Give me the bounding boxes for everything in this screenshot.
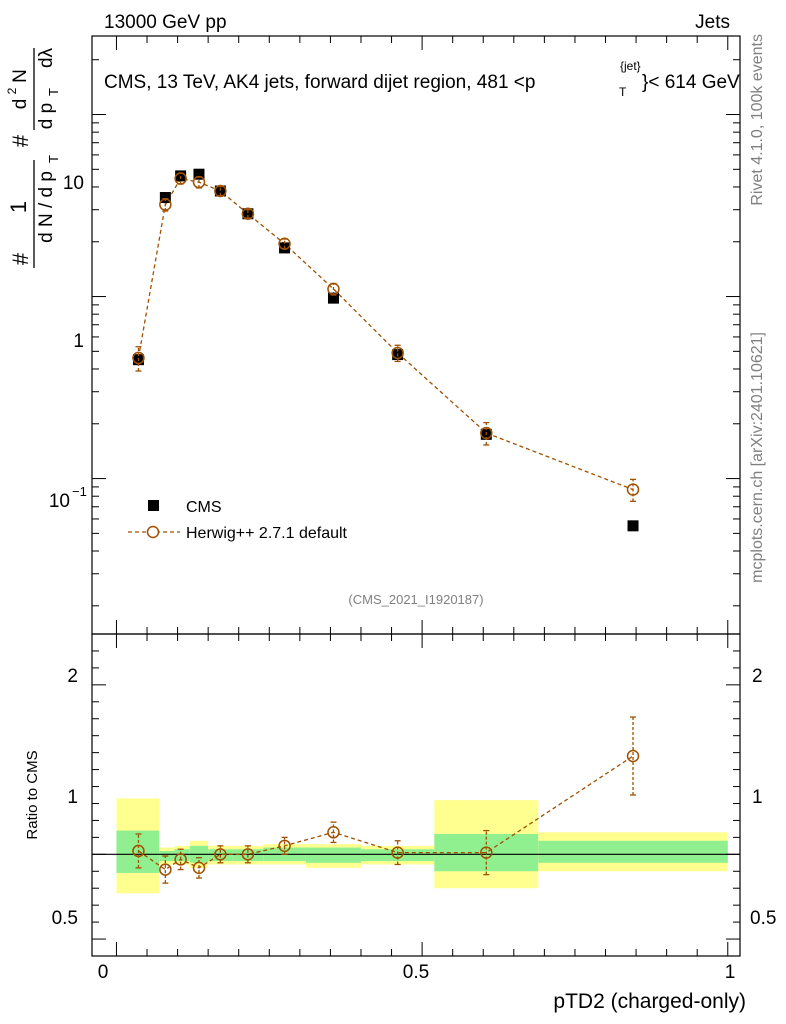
ratio-point <box>192 861 206 875</box>
ylabel-d: d <box>10 99 31 110</box>
ratio-band-inner <box>305 847 361 863</box>
ratio-band-inner <box>538 840 728 863</box>
ratio-point <box>278 839 291 853</box>
cms-point <box>627 520 639 532</box>
main-frame <box>91 35 741 635</box>
category-label: Jets <box>695 12 730 33</box>
ratio-point <box>480 846 493 859</box>
ylabel-sup-2: 2 <box>5 87 19 94</box>
ratio-ytick-label-0p5-left: 0.5 <box>52 908 78 929</box>
ratio-ytick-label-0p5-right: 0.5 <box>750 908 776 929</box>
mc-series <box>137 177 634 491</box>
ratio-point <box>132 844 145 858</box>
ylabel-sub-t-1: T <box>46 155 61 163</box>
ytick-label-1: 1 <box>73 331 84 352</box>
ratio-point <box>159 863 172 876</box>
cms-point <box>193 168 205 180</box>
ratio-y-axis-label: Ratio to CMS <box>24 750 41 839</box>
ratio-bands <box>116 798 728 894</box>
ylabel-one: 1 <box>6 201 31 213</box>
ratio-ytick-label-2-right: 2 <box>752 666 763 687</box>
legend-cms-marker <box>148 500 159 511</box>
legend-mc-marker <box>146 525 160 539</box>
ylabel-hash-2: # <box>8 134 33 147</box>
mc-point <box>391 346 404 360</box>
ytick-label-0p1-exp: −1 <box>72 484 87 499</box>
title-main: CMS, 13 TeV, AK4 jets, forward dijet reg… <box>104 72 535 93</box>
ratio-band-inner <box>360 849 435 862</box>
main-y-axis-label: # 1 d N / d p T # d p T d 2 N dλ <box>5 47 61 268</box>
title-tail: }< 614 GeV <box>642 72 740 93</box>
ratio-series <box>132 716 640 884</box>
cms-point <box>175 170 187 182</box>
ratio-point <box>241 848 255 861</box>
ratio-point <box>626 749 640 763</box>
mc-point <box>626 483 640 496</box>
legend-cms-label: CMS <box>186 499 222 516</box>
xtick-label-0p5: 0.5 <box>403 962 429 983</box>
mc-point <box>159 198 172 211</box>
mc-point <box>241 207 255 221</box>
ratio-panel <box>91 633 741 957</box>
main-title: CMS, 13 TeV, AK4 jets, forward dijet reg… <box>104 59 740 99</box>
main-ticks <box>92 36 740 634</box>
ylabel-dlambda: dλ <box>36 47 57 68</box>
ytick-label-10: 10 <box>63 173 84 194</box>
cms-point <box>327 292 339 304</box>
mc-point <box>214 184 227 198</box>
ratio-band-inner <box>174 849 190 862</box>
ratio-ytick-label-2-left: 2 <box>67 666 78 687</box>
mc-point <box>132 351 145 365</box>
ylabel-dpt: d p <box>36 103 57 129</box>
ratio-frame <box>91 633 741 957</box>
mc-point <box>480 426 493 440</box>
cms-point <box>214 185 226 197</box>
ylabel-dn-dpt: d N / d p <box>36 171 57 243</box>
analysis-id: (CMS_2021_I1920187) <box>348 592 483 607</box>
ratio-point <box>214 848 227 861</box>
main-panel <box>91 35 741 635</box>
ytick-label-0p1-base: 10 <box>49 491 70 512</box>
cms-series <box>132 168 640 532</box>
cms-point <box>159 192 171 204</box>
legend: CMS Herwig++ 2.7.1 default <box>128 499 348 542</box>
title-sub-t: T <box>619 85 627 99</box>
cms-point <box>242 208 254 220</box>
ratio-ytick-label-1-right: 1 <box>752 787 763 808</box>
legend-mc-label: Herwig++ 2.7.1 default <box>186 525 348 542</box>
xtick-label-0: 0 <box>98 962 109 983</box>
ylabel-sub-t-2: T <box>46 88 61 96</box>
energy-label: 13000 GeV pp <box>104 12 227 33</box>
mc-point <box>174 172 187 185</box>
xtick-label-1: 1 <box>725 962 736 983</box>
ratio-point <box>174 853 187 866</box>
mc-point <box>278 237 291 251</box>
mc-point <box>192 175 206 189</box>
ylabel-hash-1: # <box>8 252 33 265</box>
ratio-point <box>391 846 404 859</box>
rivet-label: Rivet 4.1.0, 100k events <box>749 34 766 206</box>
site-label: mcplots.cern.ch [arXiv:2401.10621] <box>749 332 766 583</box>
ratio-point <box>327 826 340 839</box>
x-axis-label: pTD2 (charged-only) <box>553 990 746 1013</box>
mc-line <box>137 177 634 491</box>
title-sup-jet: {jet} <box>620 59 641 73</box>
mc-point <box>327 282 340 296</box>
ratio-ytick-label-1-left: 1 <box>67 787 78 808</box>
ylabel-n: N <box>10 69 31 83</box>
ratio-ticks <box>92 633 740 957</box>
